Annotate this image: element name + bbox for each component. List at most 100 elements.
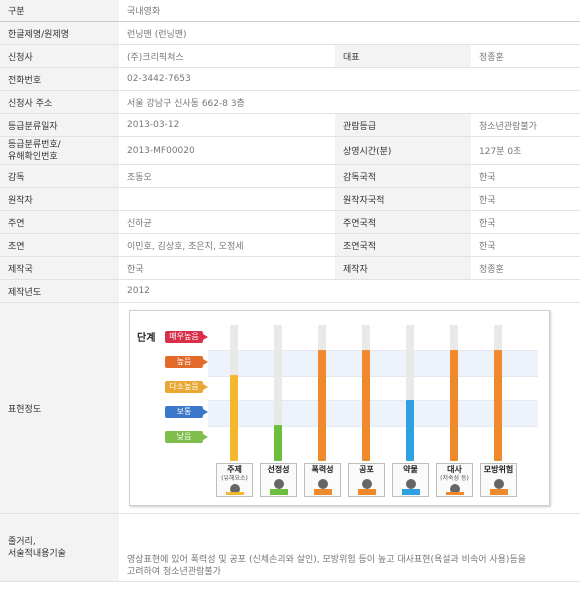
- value-story: 영상표현에 있어 폭력성 및 공포 (신체손괴와 살인), 모방위험 등이 높고…: [119, 513, 580, 582]
- category-pictogram-icon: [313, 479, 332, 495]
- label-phone: 전화번호: [0, 67, 119, 91]
- bar-fill: [494, 350, 502, 461]
- value-ceo: 정종훈: [471, 44, 580, 68]
- value-supporting-nationality: 한국: [471, 233, 580, 257]
- level-label: 낮음: [165, 431, 208, 443]
- label-story-line2: 서술적내용기술: [8, 548, 66, 559]
- value-category: 국내영화: [119, 0, 580, 22]
- story-text: 영상표현에 있어 폭력성 및 공포 (신체손괴와 살인), 모방위험 등이 높고…: [127, 555, 526, 577]
- row-author: 원작자 원작자국적 한국: [0, 187, 580, 211]
- chart-title: 단계: [137, 333, 156, 344]
- bar-track: [450, 325, 458, 461]
- label-author-nationality: 원작자국적: [335, 187, 471, 211]
- expression-chart: 단계 매우높음 높음 다소높음 보통 낮음 주제 (유해요소) 선정성 폭력성 공포 약물 대사 (저속…: [129, 310, 550, 506]
- label-year: 제작년도: [0, 279, 119, 303]
- label-director: 감독: [0, 164, 119, 188]
- level-label: 높음: [165, 356, 208, 368]
- row-year: 제작년도 2012: [0, 279, 580, 303]
- category-label: 약물: [403, 465, 418, 474]
- category-label: 모방위험: [483, 465, 514, 474]
- category-sublabel: (저속성 등): [440, 475, 469, 482]
- bar-track: [494, 325, 502, 461]
- value-lead: 신하균: [119, 210, 335, 234]
- bar-fill: [450, 350, 458, 461]
- category-icon: 공포: [348, 463, 385, 497]
- bar-fill: [362, 350, 370, 461]
- category-icon: 선정성: [260, 463, 297, 497]
- bar-fill: [406, 400, 414, 461]
- label-address: 신청사 주소: [0, 90, 119, 114]
- category-icon: 약물: [392, 463, 429, 497]
- label-audience-rating: 관람등급: [335, 113, 471, 137]
- label-applicant: 신청사: [0, 44, 119, 68]
- row-director: 감독 조동오 감독국적 한국: [0, 164, 580, 188]
- value-title: 런닝맨 (런닝맨): [119, 21, 580, 45]
- bar-track: [230, 325, 238, 461]
- row-rating-number: 등급분류번호/ 유해확인번호 2013-MF00020 상영시간(분) 127분…: [0, 136, 580, 165]
- category-sublabel: (유해요소): [221, 475, 248, 482]
- value-phone: 02-3442-7653: [119, 67, 580, 91]
- category-pictogram-icon: [357, 479, 376, 495]
- label-lead-nationality: 주연국적: [335, 210, 471, 234]
- value-address: 서울 강남구 신사동 662-8 3층: [119, 90, 580, 114]
- label-lead: 주연: [0, 210, 119, 234]
- level-band: [208, 350, 538, 377]
- row-phone: 전화번호 02-3442-7653: [0, 67, 580, 91]
- row-country: 제작국 한국 제작자 정종훈: [0, 256, 580, 280]
- category-pictogram-icon: [225, 484, 244, 495]
- label-rating-number-line2: 유해확인번호: [8, 151, 58, 162]
- value-audience-rating: 청소년관람불가: [471, 113, 580, 137]
- expression-chart-area: 단계 매우높음 높음 다소높음 보통 낮음 주제 (유해요소) 선정성 폭력성 공포 약물 대사 (저속…: [119, 303, 580, 513]
- label-director-nationality: 감독국적: [335, 164, 471, 188]
- bar-track: [362, 325, 370, 461]
- label-expression: 표현정도: [0, 302, 119, 514]
- value-rating-number: 2013-MF00020: [119, 136, 335, 165]
- bar-track: [406, 325, 414, 461]
- category-icon: 폭력성: [304, 463, 341, 497]
- bar-track: [274, 325, 282, 461]
- label-country: 제작국: [0, 256, 119, 280]
- category-icon: 주제 (유해요소): [216, 463, 253, 497]
- row-address: 신청사 주소 서울 강남구 신사동 662-8 3층: [0, 90, 580, 114]
- row-supporting: 조연 이민호, 김상호, 조은지, 오정세 조연국적 한국: [0, 233, 580, 257]
- value-expression: 단계 매우높음 높음 다소높음 보통 낮음 주제 (유해요소) 선정성 폭력성 공포 약물 대사 (저속…: [119, 302, 580, 514]
- value-director-nationality: 한국: [471, 164, 580, 188]
- category-pictogram-icon: [489, 479, 508, 495]
- label-producer: 제작자: [335, 256, 471, 280]
- category-label: 폭력성: [311, 465, 334, 474]
- label-runtime: 상영시간(분): [335, 136, 471, 165]
- label-rating-date: 등급분류일자: [0, 113, 119, 137]
- value-supporting: 이민호, 김상호, 조은지, 오정세: [119, 233, 335, 257]
- category-icon: 모방위험: [480, 463, 517, 497]
- label-title: 한글제명/원제명: [0, 21, 119, 45]
- row-story: 줄거리, 서술적내용기술 영상표현에 있어 폭력성 및 공포 (신체손괴와 살인…: [0, 513, 580, 582]
- level-label: 매우높음: [165, 331, 208, 343]
- label-story-line1: 줄거리,: [8, 536, 36, 547]
- value-director: 조동오: [119, 164, 335, 188]
- level-band: [208, 400, 538, 427]
- value-author: [119, 187, 335, 211]
- row-rating-date: 등급분류일자 2013-03-12 관람등급 청소년관람불가: [0, 113, 580, 137]
- category-icon: 대사 (저속성 등): [436, 463, 473, 497]
- label-author: 원작자: [0, 187, 119, 211]
- label-category: 구분: [0, 0, 119, 22]
- category-pictogram-icon: [401, 479, 420, 495]
- value-year: 2012: [119, 279, 580, 303]
- category-label: 선정성: [267, 465, 290, 474]
- category-label: 대사: [447, 465, 462, 474]
- value-rating-date: 2013-03-12: [119, 113, 335, 137]
- value-runtime: 127분 0초: [471, 136, 580, 165]
- level-label: 보통: [165, 406, 208, 418]
- bar-track: [318, 325, 326, 461]
- row-applicant: 신청사 (주)크리픽쳐스 대표 정종훈: [0, 44, 580, 68]
- row-lead: 주연 신하균 주연국적 한국: [0, 210, 580, 234]
- value-country: 한국: [119, 256, 335, 280]
- label-rating-number-line1: 등급분류번호/: [8, 139, 61, 150]
- label-supporting: 조연: [0, 233, 119, 257]
- bar-fill: [230, 375, 238, 461]
- category-label: 주제: [227, 465, 242, 474]
- label-supporting-nationality: 조연국적: [335, 233, 471, 257]
- label-ceo: 대표: [335, 44, 471, 68]
- category-pictogram-icon: [445, 484, 464, 495]
